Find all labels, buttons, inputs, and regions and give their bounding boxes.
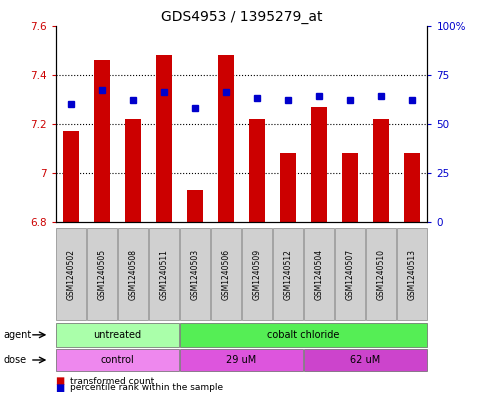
Text: untreated: untreated [94, 330, 142, 340]
Bar [218, 55, 234, 222]
Text: GSM1240509: GSM1240509 [253, 248, 261, 300]
Text: GSM1240511: GSM1240511 [159, 249, 169, 299]
Bar [311, 107, 327, 222]
Text: GSM1240502: GSM1240502 [67, 249, 75, 299]
Bar [94, 60, 110, 222]
Text: transformed count: transformed count [70, 377, 154, 386]
Bar [404, 153, 420, 222]
Bar [280, 153, 296, 222]
Bar [249, 119, 265, 222]
Text: dose: dose [4, 355, 27, 365]
Text: control: control [100, 355, 134, 365]
Text: ■: ■ [56, 383, 65, 393]
Text: cobalt chloride: cobalt chloride [267, 330, 340, 340]
Text: GSM1240504: GSM1240504 [314, 248, 324, 300]
Bar [125, 119, 141, 222]
Text: GSM1240512: GSM1240512 [284, 249, 293, 299]
Text: GSM1240505: GSM1240505 [98, 248, 107, 300]
Bar [156, 55, 172, 222]
Text: GSM1240507: GSM1240507 [345, 248, 355, 300]
Text: percentile rank within the sample: percentile rank within the sample [70, 384, 223, 392]
Text: GSM1240503: GSM1240503 [190, 248, 199, 300]
Bar [63, 131, 79, 222]
Text: GSM1240513: GSM1240513 [408, 249, 416, 299]
Text: GDS4953 / 1395279_at: GDS4953 / 1395279_at [161, 10, 322, 24]
Bar [342, 153, 358, 222]
Text: GSM1240508: GSM1240508 [128, 249, 138, 299]
Text: 29 uM: 29 uM [227, 355, 256, 365]
Bar [187, 190, 203, 222]
Text: GSM1240506: GSM1240506 [222, 248, 230, 300]
Text: ■: ■ [56, 376, 65, 386]
Text: GSM1240510: GSM1240510 [376, 249, 385, 299]
Text: 62 uM: 62 uM [350, 355, 381, 365]
Text: agent: agent [4, 330, 32, 340]
Bar [373, 119, 389, 222]
